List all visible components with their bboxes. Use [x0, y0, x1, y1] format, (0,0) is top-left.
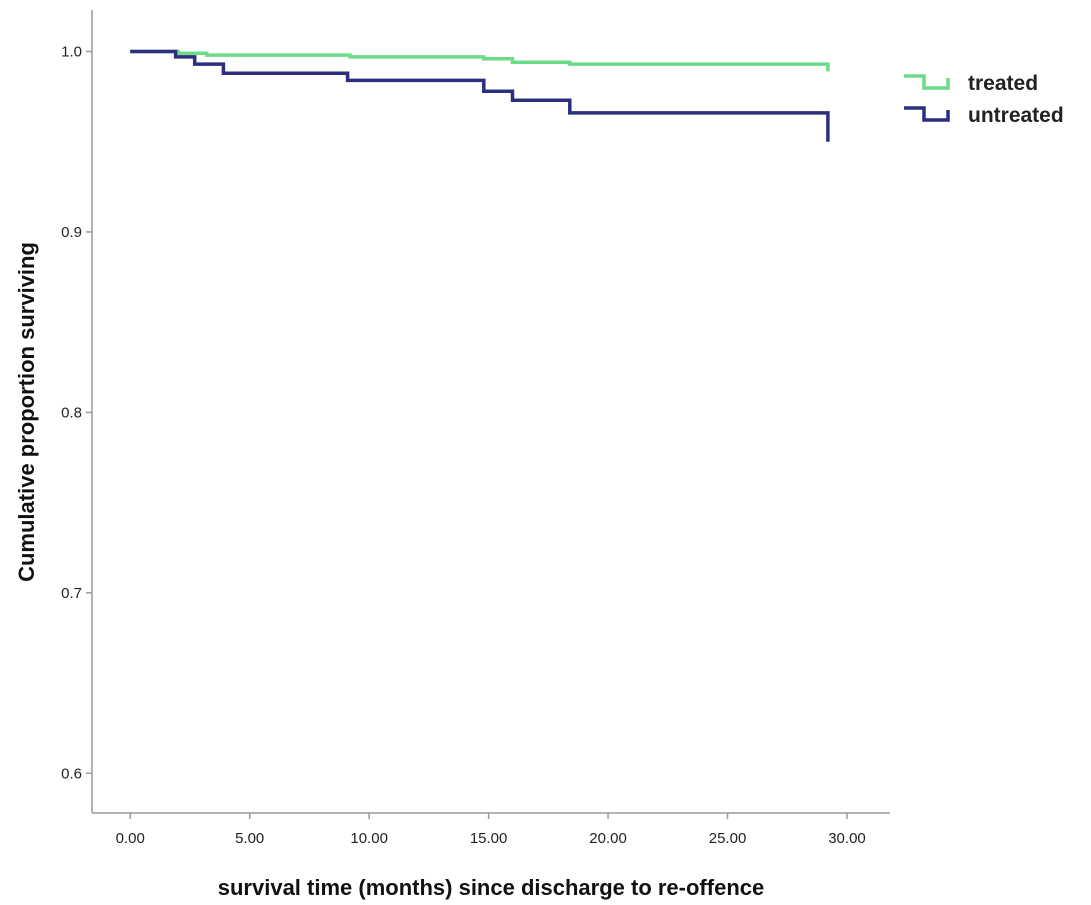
legend-swatch-untreated — [904, 106, 950, 122]
x-tick-label: 0.00 — [116, 830, 145, 847]
x-tick-label: 25.00 — [709, 830, 747, 847]
x-tick-label: 20.00 — [589, 830, 627, 847]
y-tick-label: 0.9 — [61, 224, 82, 241]
legend-label-untreated: untreated — [968, 104, 1064, 127]
y-tick-label: 0.7 — [61, 585, 82, 602]
series-line-treated — [130, 49, 830, 72]
legend-swatch-treated — [904, 74, 950, 90]
x-axis-title: survival time (months) since discharge t… — [218, 875, 764, 900]
survival-curves — [130, 49, 830, 142]
y-tick-label: 0.6 — [61, 765, 82, 782]
x-tick-label: 5.00 — [235, 830, 264, 847]
x-tick-label: 30.00 — [828, 830, 866, 847]
legend: treated untreated — [904, 72, 1064, 127]
y-axis-title: Cumulative proportion surviving — [14, 242, 39, 582]
axis-ticks: 0.6 0.7 0.8 0.9 1.0 0.00 5.00 10.00 15.00 20.00 25… — [61, 44, 866, 847]
legend-label-treated: treated — [968, 72, 1038, 95]
x-tick-label: 10.00 — [350, 830, 388, 847]
y-tick-label: 0.8 — [61, 404, 82, 421]
x-tick-label: 15.00 — [470, 830, 508, 847]
y-tick-label: 1.0 — [61, 44, 82, 61]
series-line-untreated — [130, 49, 830, 142]
